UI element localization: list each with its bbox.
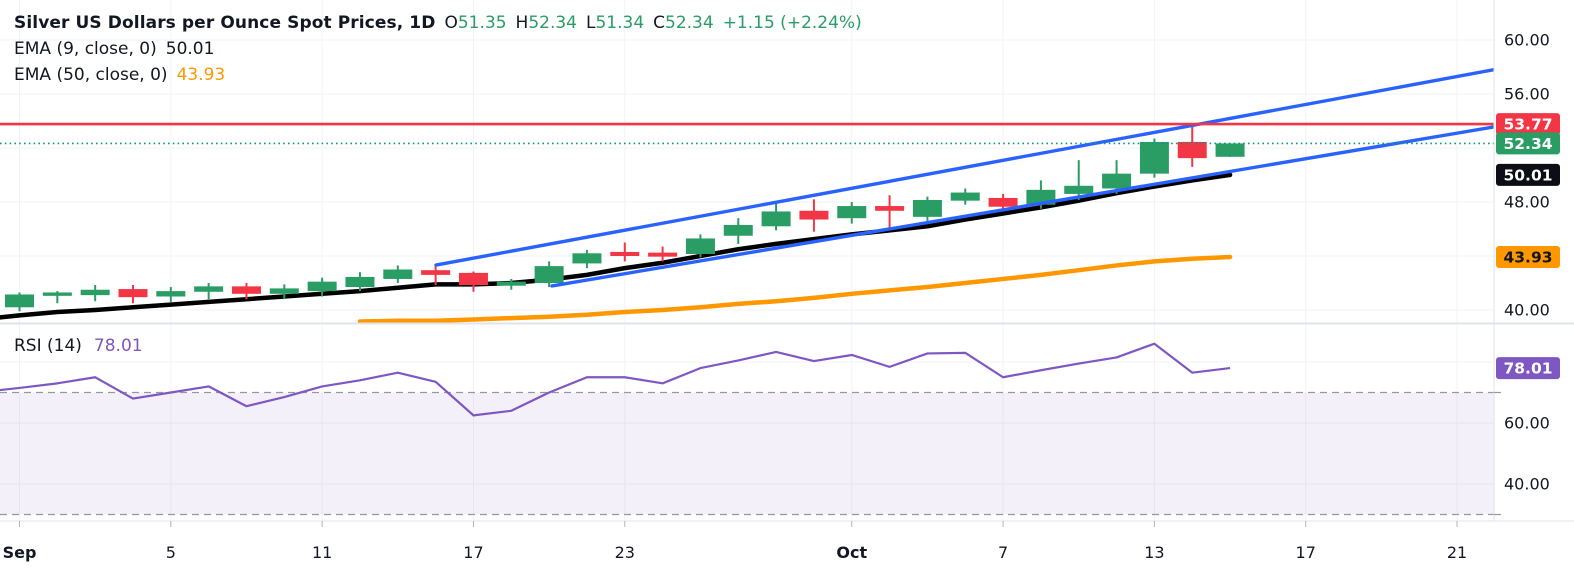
candle (269, 284, 299, 300)
candle (572, 249, 602, 269)
ema50-legend-row[interactable]: EMA (50, close, 0) 43.93 (14, 62, 862, 88)
price-axis-label: 60.00 (1504, 31, 1550, 50)
ohlc-high: H 52.34 (515, 13, 577, 33)
ema50-price-badge: 43.93 (1496, 245, 1560, 268)
time-axis-label: Sep (3, 543, 37, 562)
svg-text:43.93: 43.93 (1503, 248, 1552, 266)
candles (5, 124, 1245, 312)
candle (80, 285, 110, 302)
candle (42, 291, 72, 304)
svg-text:52.34: 52.34 (1503, 135, 1552, 153)
candle (458, 271, 488, 292)
symbol-title: Silver US Dollars per Ounce Spot Prices,… (14, 13, 436, 33)
candle (231, 283, 261, 300)
price-axis-label: 40.00 (1504, 301, 1550, 320)
candle (723, 218, 753, 244)
svg-text:53.77: 53.77 (1503, 116, 1552, 134)
rsi-label: RSI (14) (14, 336, 82, 356)
candle (307, 277, 337, 297)
candle (1177, 124, 1207, 167)
ohlc-low: L 51.34 (585, 13, 645, 33)
last-price-badge: 52.34 (1496, 132, 1560, 155)
rsi-axis-label: 40.00 (1504, 475, 1550, 494)
candle (1064, 160, 1094, 200)
ema9-legend-row[interactable]: EMA (9, close, 0) 50.01 (14, 36, 862, 62)
candle (648, 246, 678, 262)
ema9-label: EMA (9, close, 0) (14, 39, 157, 59)
candle (799, 199, 829, 232)
candle (761, 203, 791, 231)
candle (1102, 160, 1132, 194)
candle (610, 242, 640, 262)
ema50-line[interactable] (357, 254, 1233, 323)
candle (383, 265, 413, 283)
ema9-value: 50.01 (165, 39, 215, 59)
trendline-lower[interactable] (550, 125, 1494, 288)
ema9-line[interactable] (0, 172, 1233, 320)
candle (496, 278, 526, 290)
ema9-price-badge: 50.01 (1496, 163, 1560, 186)
time-axis-label: 13 (1144, 543, 1164, 562)
resistance-price-badge: 53.77 (1496, 113, 1560, 136)
price-axis[interactable]: 60.00 56.00 48.00 40.00 60.00 40.00 53.7752.34… (1494, 31, 1560, 516)
ohlc-close: C 52.34 (653, 13, 714, 33)
time-axis-label: 23 (615, 543, 635, 562)
change-value: +1.15 (+2.24%) (722, 13, 862, 33)
symbol-info-row[interactable]: Silver US Dollars per Ounce Spot Prices,… (14, 10, 862, 36)
candle (685, 234, 715, 258)
candle (156, 287, 186, 302)
candle (421, 264, 451, 286)
rsi-band (0, 391, 1494, 516)
candle (950, 188, 980, 205)
legend: Silver US Dollars per Ounce Spot Prices,… (14, 10, 862, 88)
time-axis-label: 17 (1296, 543, 1316, 562)
ohlc-open: O 51.35 (444, 13, 507, 33)
time-axis-label: 11 (312, 543, 332, 562)
time-axis-label: 21 (1447, 543, 1467, 562)
svg-text:50.01: 50.01 (1503, 166, 1552, 184)
svg-text:78.01: 78.01 (1503, 360, 1552, 378)
price-axis-label: 56.00 (1504, 85, 1550, 104)
candle (837, 202, 867, 224)
time-axis[interactable]: Sep 5 11 17 23 Oct 7 13 17 21 (3, 521, 1468, 562)
candle (5, 292, 34, 312)
time-axis-label: 5 (166, 543, 176, 562)
candle (1139, 138, 1169, 178)
candle (1215, 143, 1245, 157)
rsi-legend-row[interactable]: RSI (14) 78.01 (14, 336, 143, 356)
ema50-label: EMA (50, close, 0) (14, 65, 168, 85)
rsi-value-badge: 78.01 (1496, 357, 1560, 380)
trendline-upper[interactable] (434, 67, 1494, 267)
price-pane[interactable] (0, 67, 1494, 323)
candle (534, 261, 564, 288)
candle (912, 196, 942, 221)
candle (194, 283, 224, 300)
candle (875, 195, 905, 228)
candle (118, 285, 148, 304)
candle (345, 272, 375, 292)
time-axis-label: Oct (836, 543, 867, 562)
rsi-axis-label: 60.00 (1504, 414, 1550, 433)
ema50-value: 43.93 (176, 65, 226, 85)
rsi-value: 78.01 (93, 336, 143, 356)
rsi-line[interactable] (0, 342, 1231, 417)
price-axis-label: 48.00 (1504, 193, 1550, 212)
time-axis-label: 7 (998, 543, 1008, 562)
time-axis-label: 17 (463, 543, 483, 562)
